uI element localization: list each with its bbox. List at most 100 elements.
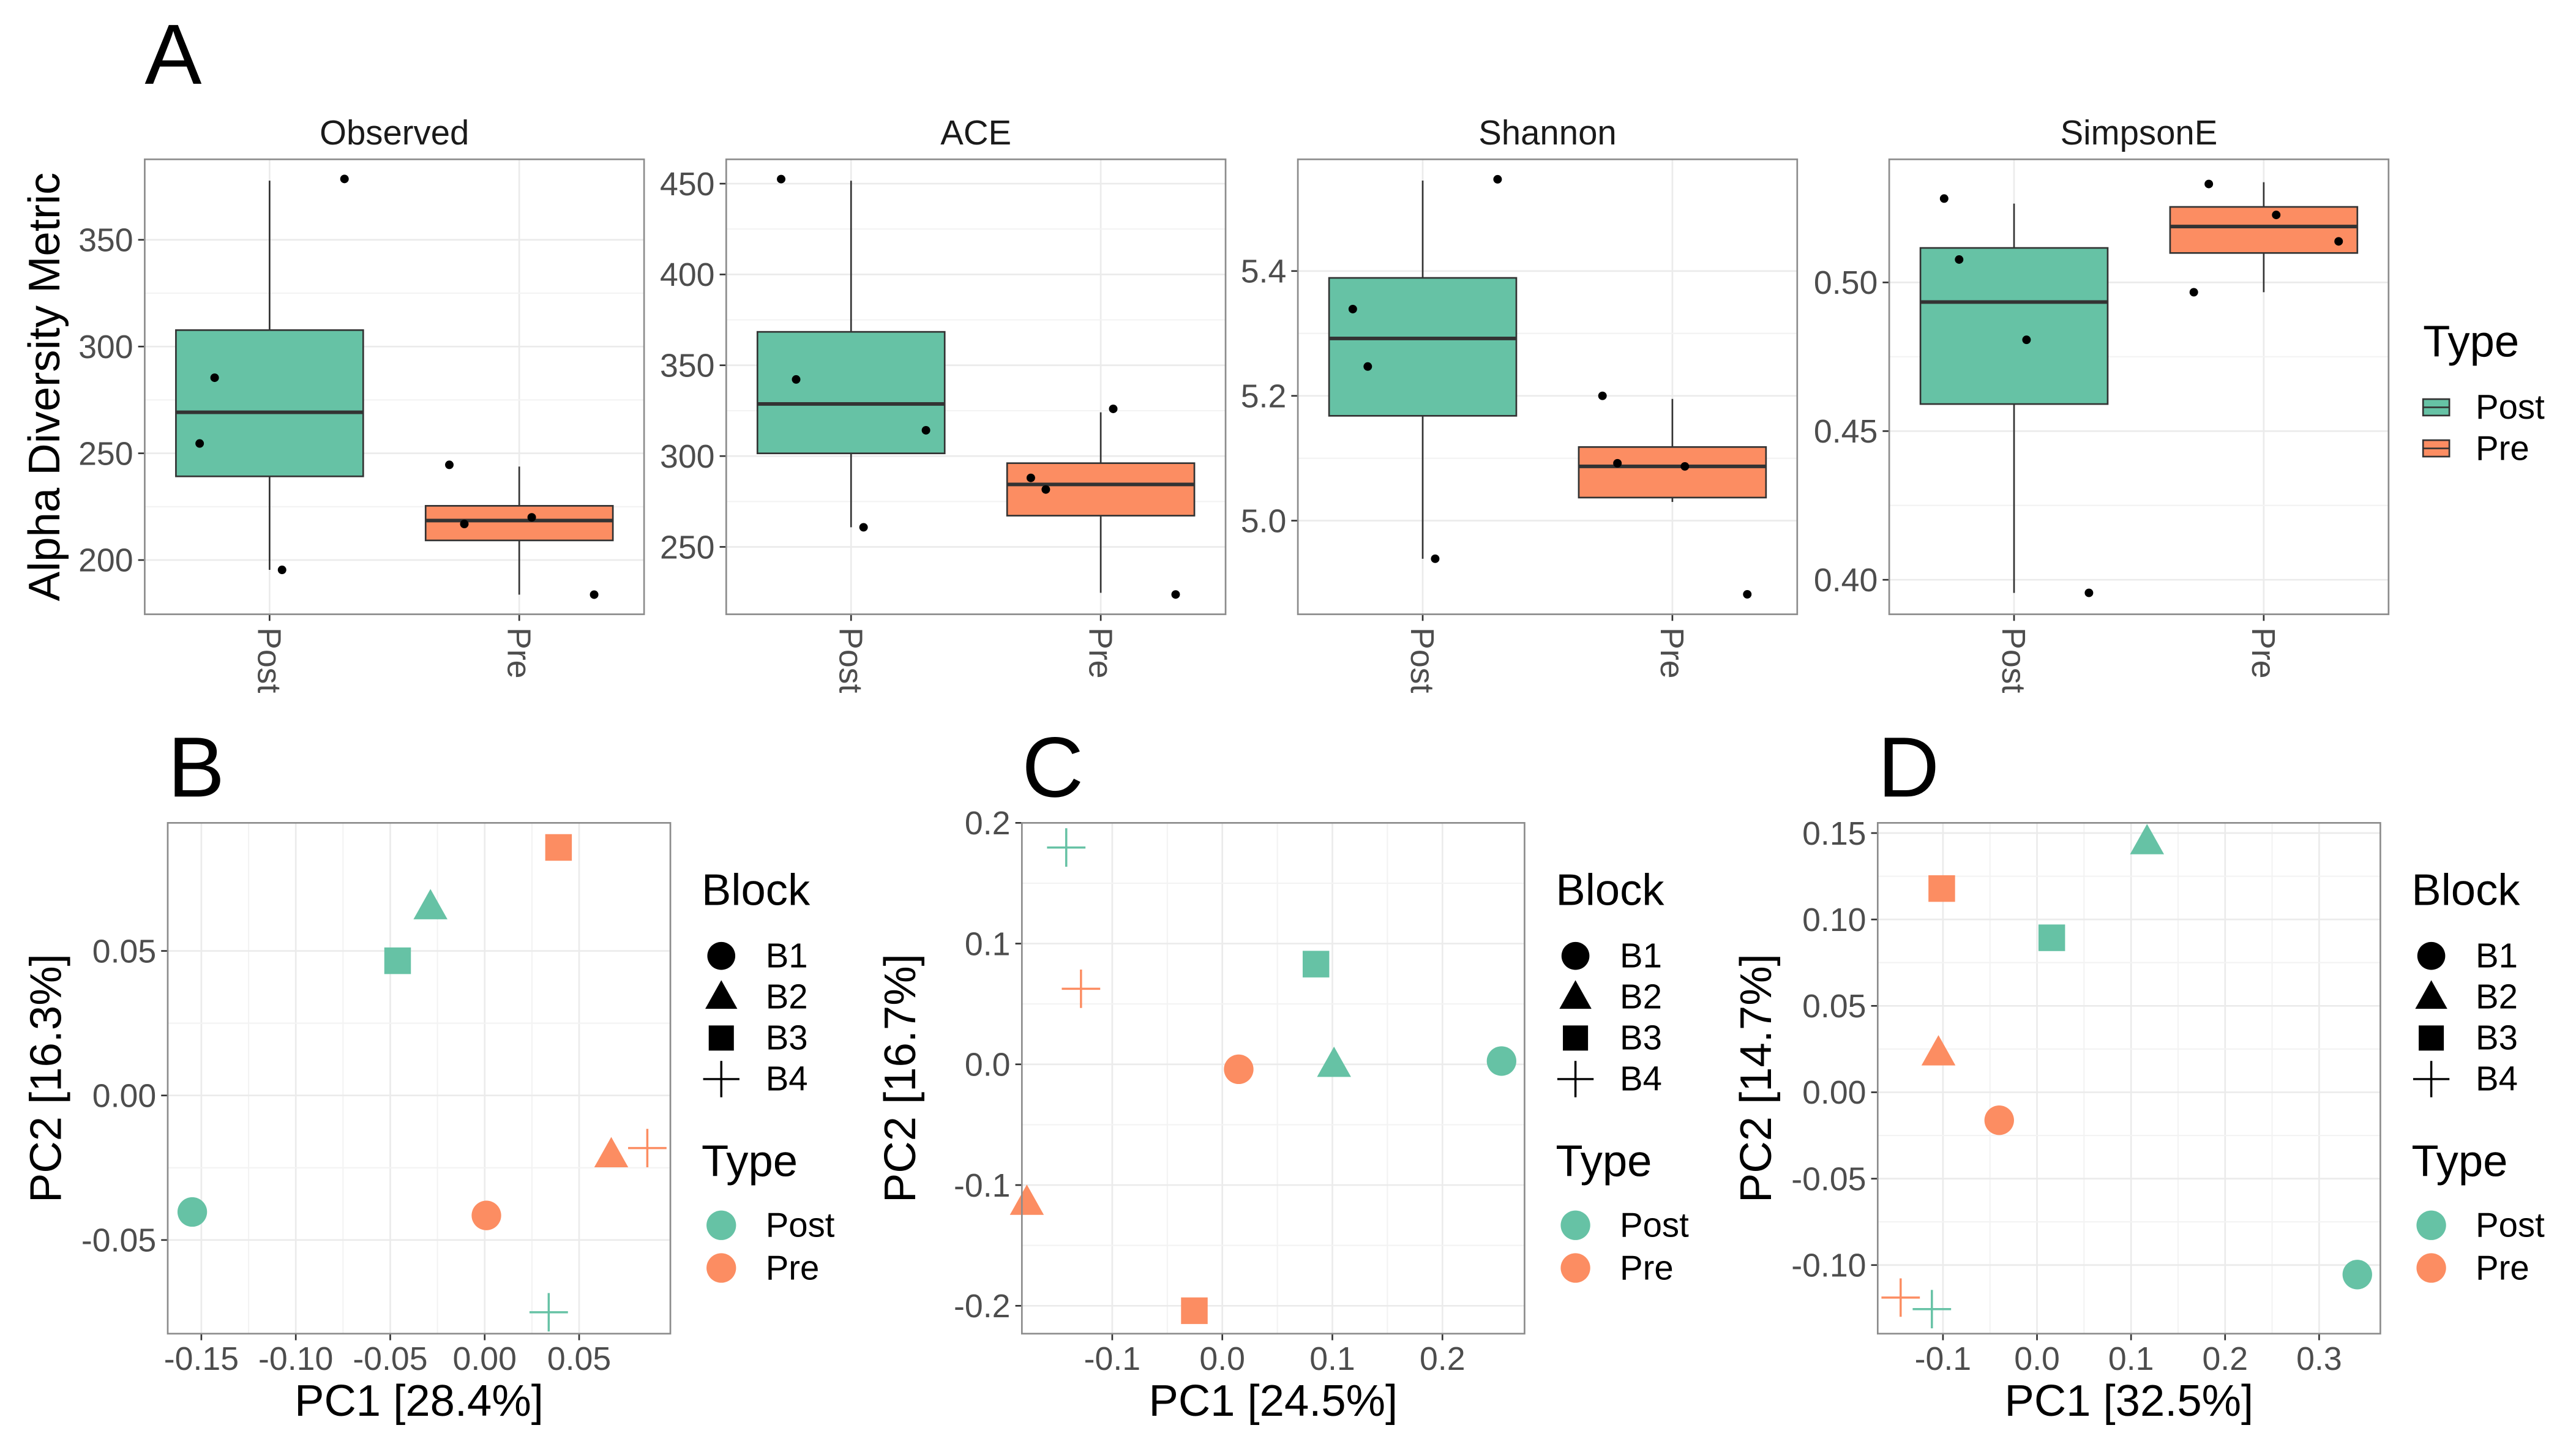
legend-key <box>706 1253 736 1283</box>
point <box>921 426 930 435</box>
y-tick-label: 0.10 <box>1802 902 1866 938</box>
chart-title: ACE <box>940 113 1011 152</box>
x-tick-label: 0.0 <box>2014 1340 2060 1377</box>
plot-border <box>1888 158 2390 615</box>
point <box>792 375 801 384</box>
plot-border <box>1876 821 2381 1335</box>
legend-label: B3 <box>2476 1019 2518 1057</box>
chart-title: Observed <box>320 113 469 152</box>
plot-border <box>167 821 672 1335</box>
legend-label: Post <box>2476 1206 2545 1244</box>
legend-title: Type <box>1556 1136 1652 1186</box>
point <box>1061 969 1101 1008</box>
y-tick-label: -0.1 <box>954 1167 1010 1204</box>
panel-label: D <box>1878 719 1939 815</box>
point <box>1109 404 1118 413</box>
legend-key <box>705 980 738 1009</box>
point <box>1486 1046 1516 1076</box>
y-tick-label: 300 <box>78 329 133 365</box>
plot-background <box>167 823 671 1334</box>
point <box>413 889 447 919</box>
point <box>529 1293 568 1332</box>
y-tick-label: 0.45 <box>1814 413 1878 450</box>
legend-title: Type <box>702 1136 798 1186</box>
x-tick-label: Pre <box>2245 627 2282 679</box>
legend-label: Pre <box>1620 1248 1674 1287</box>
box <box>1006 462 1196 517</box>
point <box>545 834 572 861</box>
point <box>210 373 219 383</box>
point <box>1881 1278 1920 1317</box>
legend-label: B4 <box>1620 1060 1662 1098</box>
box <box>2169 206 2359 254</box>
legend-label: Pre <box>2476 1248 2529 1287</box>
panel-label: B <box>168 719 225 815</box>
point <box>2189 288 2198 297</box>
point <box>1041 485 1050 494</box>
point <box>1912 1290 1952 1329</box>
plot-border <box>1297 158 1799 615</box>
legend-label: Post <box>2476 387 2545 426</box>
y-tick-label: 0.00 <box>92 1077 156 1114</box>
legend-key <box>703 1061 739 1097</box>
box <box>424 505 614 542</box>
y-tick-label: 0.2 <box>965 805 1011 842</box>
legend-label: B2 <box>766 978 808 1016</box>
point <box>1984 1105 2014 1135</box>
legend-title: Type <box>2423 316 2519 366</box>
point <box>1493 174 1502 184</box>
y-tick-label: 0.05 <box>92 933 156 970</box>
x-tick-label: Pre <box>500 627 537 679</box>
legend-title: Block <box>1556 866 1664 915</box>
box <box>1328 277 1518 417</box>
point <box>777 174 786 184</box>
y-tick-label: 350 <box>78 222 133 259</box>
y-tick-label: -0.10 <box>1791 1247 1866 1284</box>
point <box>1921 1035 1956 1066</box>
point <box>2342 1260 2372 1290</box>
y-tick-label: 0.50 <box>1814 264 1878 301</box>
point <box>1431 554 1440 563</box>
y-tick-label: 0.15 <box>1802 815 1866 852</box>
point <box>1955 255 1964 264</box>
legend-title: Type <box>2411 1136 2507 1186</box>
box <box>1578 446 1767 499</box>
y-tick-label: 5.0 <box>1241 503 1287 539</box>
point <box>195 439 204 448</box>
x-tick-label: 0.2 <box>1420 1340 1466 1377</box>
point <box>1743 589 1752 599</box>
y-tick-label: 0.0 <box>965 1047 1011 1083</box>
legend-key <box>1560 1210 1590 1240</box>
legend-label: B2 <box>1620 978 1662 1016</box>
legend-label: B2 <box>2476 978 2518 1016</box>
point <box>1598 391 1607 400</box>
plot-background <box>1878 823 2381 1334</box>
x-axis-title: PC1 [28.4%] <box>294 1376 544 1426</box>
point <box>2038 924 2065 951</box>
y-tick-label: 0.00 <box>1802 1074 1866 1111</box>
point <box>1026 473 1035 482</box>
point <box>1363 362 1372 371</box>
plot-border <box>725 158 1227 615</box>
point <box>1348 305 1357 313</box>
legend-label: Pre <box>766 1248 820 1287</box>
point <box>1317 1046 1351 1077</box>
legend-key <box>706 1210 736 1240</box>
legend-key <box>707 941 736 970</box>
legend-key <box>2415 980 2447 1009</box>
x-tick-label: -0.05 <box>353 1340 427 1377</box>
legend-label: B3 <box>766 1019 808 1057</box>
y-axis-title: PC2 [16.7%] <box>875 954 925 1203</box>
plot-border <box>1020 821 1526 1335</box>
legend-key <box>2416 1210 2446 1240</box>
point <box>1680 462 1690 471</box>
legend-label: B1 <box>2476 936 2518 974</box>
legend-key <box>1557 1061 1594 1097</box>
x-axis-title: PC1 [32.5%] <box>2005 1376 2254 1426</box>
chart-title: Shannon <box>1478 113 1617 152</box>
x-tick-label: 0.05 <box>547 1340 611 1377</box>
point <box>1047 828 1086 867</box>
panel-label: C <box>1022 719 1084 815</box>
x-axis-title: PC1 [24.5%] <box>1149 1376 1398 1426</box>
